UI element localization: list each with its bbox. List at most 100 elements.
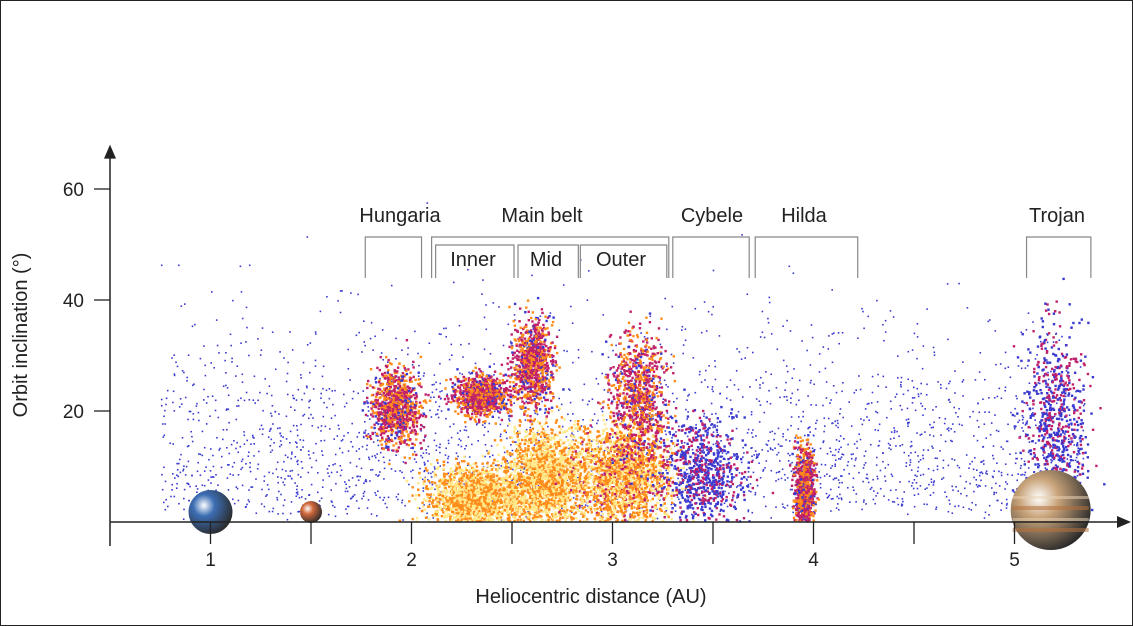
data-point xyxy=(513,495,516,498)
data-point xyxy=(337,424,340,427)
data-point xyxy=(448,481,451,484)
data-point xyxy=(779,460,781,462)
data-point xyxy=(421,478,424,481)
data-point xyxy=(891,500,894,503)
data-point xyxy=(393,398,396,401)
data-point xyxy=(379,425,382,429)
data-point xyxy=(766,400,768,403)
data-point xyxy=(384,440,386,443)
data-point xyxy=(422,490,425,492)
data-point xyxy=(427,479,429,481)
data-point xyxy=(365,478,367,481)
data-point xyxy=(972,468,975,471)
data-point xyxy=(569,401,572,404)
data-point xyxy=(922,345,925,347)
data-point xyxy=(367,433,370,435)
data-point xyxy=(398,394,402,397)
data-point xyxy=(368,418,371,420)
data-point xyxy=(659,343,662,346)
data-point xyxy=(691,474,694,476)
data-point xyxy=(415,394,418,397)
data-point xyxy=(521,463,523,465)
data-point xyxy=(340,440,343,442)
data-point xyxy=(507,323,510,326)
data-point xyxy=(482,467,485,470)
data-point xyxy=(320,430,322,432)
data-point xyxy=(302,415,304,417)
data-point xyxy=(744,357,746,359)
data-point xyxy=(1007,366,1010,368)
data-point xyxy=(492,466,495,469)
data-point xyxy=(750,413,753,416)
data-point xyxy=(355,450,358,452)
data-point xyxy=(294,409,296,411)
data-point xyxy=(371,415,374,418)
data-point xyxy=(410,395,413,398)
data-point xyxy=(414,498,417,501)
data-point xyxy=(668,458,670,460)
data-point xyxy=(949,503,951,505)
data-point xyxy=(175,361,177,364)
data-point xyxy=(403,375,406,378)
data-point xyxy=(331,390,334,392)
data-point xyxy=(405,339,409,342)
data-point xyxy=(876,299,878,302)
data-point xyxy=(383,461,386,464)
data-point xyxy=(524,419,527,421)
data-point xyxy=(476,422,478,425)
data-point xyxy=(304,498,307,500)
data-point xyxy=(458,513,462,516)
data-point xyxy=(431,384,434,386)
data-point xyxy=(330,500,333,502)
data-point xyxy=(379,382,382,386)
data-point xyxy=(917,395,920,398)
data-point xyxy=(460,343,462,346)
data-point xyxy=(997,430,1000,433)
data-point xyxy=(876,475,879,478)
data-point xyxy=(897,355,899,357)
data-point xyxy=(819,483,822,485)
data-point xyxy=(276,496,278,499)
data-point xyxy=(1022,416,1025,419)
data-point xyxy=(836,495,838,498)
data-point xyxy=(919,485,922,487)
data-point xyxy=(676,397,678,400)
data-point xyxy=(646,337,649,339)
data-point xyxy=(285,470,287,472)
data-point xyxy=(289,475,291,477)
data-point xyxy=(401,419,404,423)
data-point xyxy=(1023,402,1026,404)
data-point xyxy=(498,416,500,419)
data-point xyxy=(798,416,800,418)
data-point xyxy=(361,497,363,500)
data-point xyxy=(577,356,580,359)
data-point xyxy=(289,430,292,433)
data-point xyxy=(962,506,965,509)
data-point xyxy=(413,415,416,418)
data-point xyxy=(286,518,289,521)
data-point xyxy=(395,399,398,402)
data-point xyxy=(170,495,172,498)
data-point xyxy=(403,413,406,416)
data-point xyxy=(988,504,991,507)
data-point xyxy=(724,490,726,493)
data-point xyxy=(164,423,166,425)
data-point xyxy=(438,502,441,505)
data-point xyxy=(364,413,368,417)
data-point xyxy=(815,404,817,406)
data-point xyxy=(204,364,206,367)
data-point xyxy=(590,450,593,453)
data-point xyxy=(440,515,444,518)
data-point xyxy=(308,417,310,420)
data-point xyxy=(396,366,400,369)
data-point xyxy=(861,423,864,426)
data-point xyxy=(355,334,358,337)
data-point xyxy=(831,289,833,291)
data-point xyxy=(443,496,447,499)
data-point xyxy=(424,463,426,465)
data-point xyxy=(425,449,427,451)
data-point xyxy=(332,403,334,406)
data-point xyxy=(414,387,416,389)
data-point xyxy=(380,427,383,430)
data-point xyxy=(932,435,935,437)
